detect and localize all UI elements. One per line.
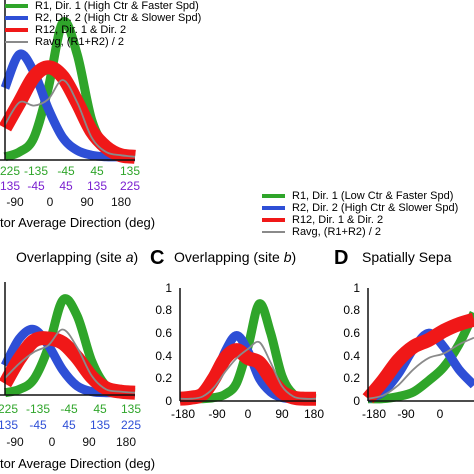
xticks-d: -180 -90 0 bbox=[362, 407, 444, 421]
legend-right: R1, Dir. 1 (Low Ctr & Faster Spd) R2, Di… bbox=[262, 190, 458, 238]
xtick-green: 225 bbox=[0, 164, 20, 178]
xtick-purple: 225 bbox=[120, 179, 140, 193]
xtick-green: -45 bbox=[57, 164, 75, 178]
xtick-black: -90 bbox=[6, 195, 24, 209]
panel-c-title-text: Overlapping (site bbox=[174, 249, 284, 265]
ytick: 1 bbox=[353, 281, 360, 295]
legend-label-r12: R12, Dir. 1 & Dir. 2 bbox=[292, 214, 383, 226]
legend-label-r2: R2, Dir. 2 (High Ctr & Slower Spd) bbox=[35, 12, 201, 24]
ytick: 0.6 bbox=[343, 326, 360, 340]
xtick: -90 bbox=[208, 407, 226, 421]
ytick: 0.4 bbox=[343, 349, 360, 363]
legend-top: R1, Dir. 1 (High Ctr & Faster Spd) R2, D… bbox=[5, 0, 201, 48]
r12-band bbox=[362, 312, 474, 404]
xtick-black: 180 bbox=[116, 435, 136, 449]
panel-c-title: Overlapping (site b) bbox=[174, 249, 296, 265]
xtick-green: -135 bbox=[26, 402, 50, 416]
ytick: 0.4 bbox=[155, 349, 172, 363]
xtick: 0 bbox=[437, 407, 444, 421]
ytick: 0.2 bbox=[343, 371, 360, 385]
legend-label-ravg: Ravg, (R1+R2) / 2 bbox=[292, 226, 381, 238]
yticks-d: 1 0.8 0.6 0.4 0.2 0 bbox=[343, 281, 360, 408]
xtick: 180 bbox=[304, 407, 324, 421]
xtick-green: 45 bbox=[93, 402, 107, 416]
xtick-black: -90 bbox=[6, 435, 24, 449]
xtick-green: 225 bbox=[0, 402, 18, 416]
xtick-green: 135 bbox=[121, 402, 141, 416]
xtick-purple: -45 bbox=[27, 179, 45, 193]
xtick-blue: 225 bbox=[121, 418, 141, 432]
panel-c-title-end: ) bbox=[292, 249, 297, 265]
ytick: 0.8 bbox=[343, 303, 360, 317]
plot-c bbox=[179, 288, 317, 406]
legend-label-r2: R2, Dir. 2 (High Ctr & Slower Spd) bbox=[292, 202, 458, 214]
xtick: -180 bbox=[362, 407, 386, 421]
xticks-top-left: 225 -135 -45 45 135 135 -45 45 135 225 -… bbox=[0, 164, 140, 209]
xlabel-top-left: tor Average Direction (deg) bbox=[0, 215, 155, 230]
panel-c-title-site: b bbox=[284, 249, 292, 265]
xtick-purple: 135 bbox=[87, 179, 107, 193]
series-layer-d bbox=[362, 310, 474, 404]
legend-label-r1: R1, Dir. 1 (High Ctr & Faster Spd) bbox=[35, 0, 199, 12]
xtick-black: 90 bbox=[82, 435, 96, 449]
plot-d bbox=[362, 288, 474, 404]
xtick-black: 0 bbox=[49, 435, 56, 449]
ravg-line bbox=[4, 79, 136, 158]
series-layer-top-left bbox=[0, 16, 136, 164]
legend-label-r1: R1, Dir. 1 (Low Ctr & Faster Spd) bbox=[292, 190, 453, 202]
xtick: 0 bbox=[245, 407, 252, 421]
r1-band bbox=[367, 310, 474, 404]
panel-b-title-site: a bbox=[126, 249, 134, 265]
xtick-blue: 45 bbox=[62, 418, 76, 432]
xtick: -90 bbox=[397, 407, 415, 421]
ravg-line bbox=[367, 336, 474, 400]
xticks-b: 225 -135 -45 45 135 135 -45 45 135 225 -… bbox=[0, 402, 141, 449]
xtick-purple: 45 bbox=[59, 179, 73, 193]
xtick-black: 180 bbox=[111, 195, 131, 209]
ytick: 1 bbox=[165, 281, 172, 295]
yticks-c: 1 0.8 0.6 0.4 0.2 0 bbox=[155, 281, 172, 408]
plot-top-left bbox=[0, 0, 136, 164]
legend-label-ravg: Ravg, (R1+R2) / 2 bbox=[35, 36, 124, 48]
ravg-line bbox=[4, 328, 136, 394]
xtick-black: 90 bbox=[80, 195, 94, 209]
xtick: 90 bbox=[275, 407, 289, 421]
ytick: 0 bbox=[353, 394, 360, 408]
panel-b-title-text: Overlapping (site bbox=[16, 249, 126, 265]
xtick-green: 135 bbox=[120, 164, 140, 178]
ytick: 0.6 bbox=[155, 326, 172, 340]
r12-band bbox=[179, 343, 317, 406]
xticks-c: -180 -90 0 90 180 bbox=[171, 407, 324, 421]
ytick: 0 bbox=[165, 394, 172, 408]
panel-c-letter: C bbox=[150, 247, 164, 269]
xlabel-b: tor Average Direction (deg) bbox=[0, 456, 155, 471]
panel-d-letter: D bbox=[334, 247, 348, 269]
xtick-black: 0 bbox=[47, 195, 54, 209]
ytick: 0.2 bbox=[155, 371, 172, 385]
legend-label-r12: R12, Dir. 1 & Dir. 2 bbox=[35, 24, 126, 36]
xtick: -180 bbox=[171, 407, 195, 421]
series-layer-c bbox=[179, 299, 317, 406]
ravg-line bbox=[179, 340, 317, 400]
ytick: 0.8 bbox=[155, 303, 172, 317]
xtick-purple: 135 bbox=[0, 179, 20, 193]
xtick-blue: 135 bbox=[0, 418, 18, 432]
xtick-green: -45 bbox=[60, 402, 78, 416]
xtick-blue: -45 bbox=[29, 418, 47, 432]
panel-b-title: Overlapping (site a) bbox=[16, 249, 138, 265]
panel-b-title-end: ) bbox=[134, 249, 139, 265]
xtick-green: -135 bbox=[24, 164, 48, 178]
plot-b bbox=[0, 282, 136, 400]
xtick-green: 45 bbox=[90, 164, 104, 178]
xtick-blue: 135 bbox=[90, 418, 110, 432]
panel-d-title: Spatially Sepa bbox=[362, 249, 452, 265]
series-layer-b bbox=[0, 294, 136, 400]
